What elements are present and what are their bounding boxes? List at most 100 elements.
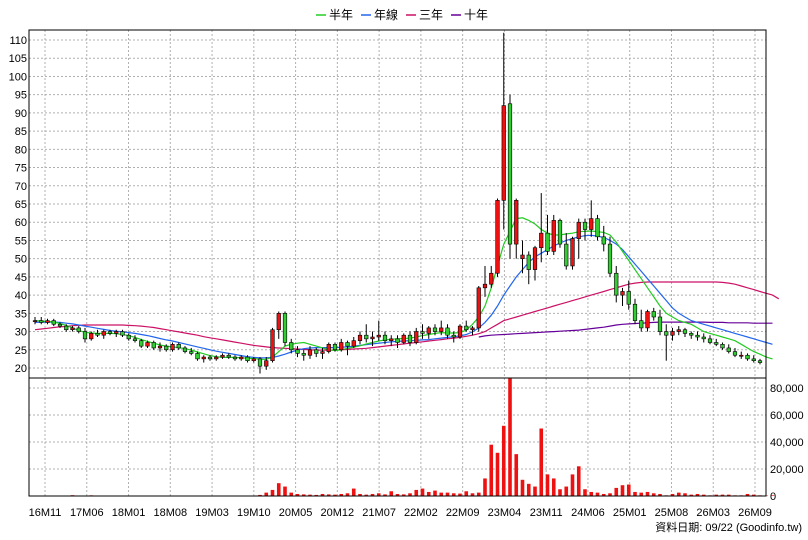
candle-body — [395, 338, 400, 343]
candle-body — [664, 331, 669, 336]
price-tick-label: 65 — [15, 199, 27, 211]
volume-bar — [495, 452, 500, 496]
candle-body — [476, 287, 481, 329]
candle-body — [670, 331, 675, 336]
candle-body — [314, 349, 319, 354]
x-tick-label: 23M11 — [530, 507, 563, 519]
candle-body — [439, 327, 444, 332]
candle-body — [426, 327, 431, 334]
x-tick-label: 19M10 — [237, 507, 271, 519]
candle-body — [514, 200, 519, 245]
candle-body — [214, 356, 219, 360]
candle-body — [420, 331, 425, 334]
x-tick-label: 23M04 — [488, 507, 522, 519]
price-tick-label: 30 — [15, 327, 27, 339]
price-tick-label: 35 — [15, 308, 27, 320]
candle-body — [757, 360, 763, 363]
x-tick-label: 26M03 — [696, 507, 730, 519]
volume-bar — [670, 493, 675, 496]
candle-body — [751, 358, 756, 362]
volume-bar — [658, 493, 662, 496]
volume-bar — [683, 493, 687, 496]
candle-body — [132, 338, 138, 341]
candle-body — [164, 345, 169, 351]
ma-3year-line — [34, 281, 780, 351]
candle-body — [589, 218, 594, 230]
price-tick-label: 25 — [15, 345, 27, 357]
volume-frame — [28, 377, 767, 497]
volume-tick-label: 60,000 — [770, 410, 804, 422]
candle-body — [682, 329, 688, 334]
candle-body — [576, 221, 581, 239]
candle-body — [457, 325, 463, 338]
candle-body — [376, 334, 381, 338]
volume-bar — [526, 483, 531, 496]
candle-body — [464, 325, 469, 331]
candle-body — [582, 221, 588, 230]
candle-body — [264, 360, 269, 367]
legend-entry: 三年 — [419, 8, 443, 22]
candle-body — [57, 323, 63, 327]
chart-grid — [29, 30, 766, 496]
candle-body — [689, 333, 694, 336]
price-tick-label: 45 — [15, 272, 27, 284]
candle-body — [501, 105, 506, 201]
price-tick-label: 95 — [15, 90, 27, 102]
candle-body — [114, 331, 119, 334]
volume-bar — [326, 494, 331, 496]
candle-body — [276, 313, 281, 331]
candle-body — [532, 247, 538, 270]
candle-body — [326, 344, 331, 352]
volume-bar — [689, 494, 694, 496]
x-tick-label: 20M05 — [279, 507, 313, 519]
candle-body — [657, 316, 663, 332]
candle-body — [451, 334, 456, 338]
candle-body — [676, 329, 681, 332]
volume-bar — [383, 494, 387, 496]
candle-body — [345, 342, 350, 347]
volume-bar — [639, 492, 644, 496]
candle-body — [170, 344, 175, 351]
candle-body — [495, 200, 500, 274]
candle-body — [739, 354, 744, 357]
price-tick-label: 110 — [9, 35, 27, 47]
candle-body — [720, 344, 725, 349]
candle-body — [732, 351, 738, 356]
candle-body — [695, 334, 700, 338]
candle-body — [351, 340, 356, 347]
volume-bar — [308, 494, 312, 496]
volume-bar — [320, 493, 325, 496]
candle-body — [489, 272, 494, 285]
volume-bar — [289, 492, 294, 496]
volume-bar — [564, 486, 569, 496]
candle-body — [526, 254, 531, 270]
candle-body — [401, 334, 406, 343]
volume-bar — [501, 425, 506, 496]
volume-bar — [533, 486, 537, 496]
candle-body — [364, 334, 369, 340]
volume-bar — [583, 489, 587, 496]
x-tick-label: 24M06 — [571, 507, 605, 519]
candle-body — [539, 232, 544, 249]
volume-panel — [33, 378, 775, 497]
legend-entry: 半年 — [329, 8, 353, 22]
volume-bar — [601, 493, 606, 496]
candle-body — [251, 358, 256, 362]
volume-bar — [314, 494, 319, 496]
legend-entry: 十年 — [464, 8, 488, 22]
volume-bar — [645, 491, 650, 496]
x-tick-label: 18M08 — [153, 507, 187, 519]
candle-body — [614, 272, 619, 296]
candle-body — [151, 342, 156, 349]
volume-bar — [489, 444, 494, 496]
candle-body — [389, 338, 394, 341]
candle-body — [407, 334, 413, 343]
candle-body — [432, 327, 438, 332]
price-tick-label: 75 — [15, 163, 27, 175]
volume-bar — [283, 486, 287, 496]
volume-bar — [389, 491, 394, 496]
candle-body — [507, 103, 513, 245]
candle-body — [714, 342, 719, 345]
